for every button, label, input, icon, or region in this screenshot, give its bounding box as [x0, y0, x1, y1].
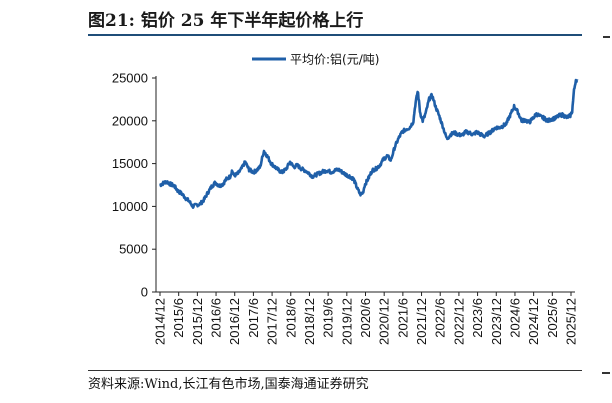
x-tick-label: 2023/12	[489, 298, 504, 345]
y-tick-label: 5000	[119, 242, 148, 257]
y-tick-label: 10000	[112, 199, 148, 214]
x-tick-label: 2014/12	[153, 298, 168, 345]
x-tick-label: 2018/6	[283, 298, 298, 338]
source-rule	[88, 370, 582, 371]
y-tick-label: 0	[141, 285, 148, 300]
x-tick-label: 2015/6	[171, 298, 186, 338]
x-tick-label: 2025/6	[545, 298, 560, 338]
x-tick-label: 2025/12	[564, 298, 579, 345]
series-line-aluminum-price	[159, 78, 579, 209]
x-tick-label: 2024/6	[507, 298, 522, 338]
edge-rule-fragment-bottom	[602, 372, 610, 374]
x-tick-label: 2021/12	[414, 298, 429, 345]
y-tick-label: 20000	[112, 113, 148, 128]
y-tick-label: 15000	[112, 156, 148, 171]
x-tick-label: 2018/12	[302, 298, 317, 345]
title-rule	[88, 34, 582, 36]
x-tick-label: 2017/6	[246, 298, 261, 338]
x-tick-label: 2019/6	[321, 298, 336, 338]
x-tick-label: 2022/6	[433, 298, 448, 338]
source-note: 资料来源:Wind,长江有色市场,国泰海通证券研究	[88, 377, 369, 392]
x-tick-label: 2020/12	[377, 298, 392, 345]
legend-label: 平均价:铝(元/吨)	[290, 52, 379, 67]
x-tick-label: 2023/6	[470, 298, 485, 338]
legend: 平均价:铝(元/吨)	[252, 52, 379, 67]
x-tick-label: 2015/12	[190, 298, 205, 345]
x-tick-label: 2019/12	[339, 298, 354, 345]
x-tick-label: 2016/12	[227, 298, 242, 345]
x-tick-label: 2022/12	[451, 298, 466, 345]
x-axis-ticks: 2014/12 2015/6 2015/12 2016/6 2016/12 2017/6 2…	[153, 292, 579, 345]
x-tick-label: 2021/6	[395, 298, 410, 338]
x-tick-label: 2020/6	[358, 298, 373, 338]
x-tick-label: 2016/6	[209, 298, 224, 338]
x-tick-label: 2024/12	[526, 298, 541, 345]
y-axis-ticks: 0 5000 10000 15000 20000 25000	[112, 71, 156, 300]
x-tick-label: 2017/12	[265, 298, 280, 345]
edge-rule-fragment	[603, 36, 610, 38]
figure-title: 图21: 铝价 25 年下半年起价格上行	[88, 11, 364, 31]
y-tick-label: 25000	[112, 71, 148, 86]
